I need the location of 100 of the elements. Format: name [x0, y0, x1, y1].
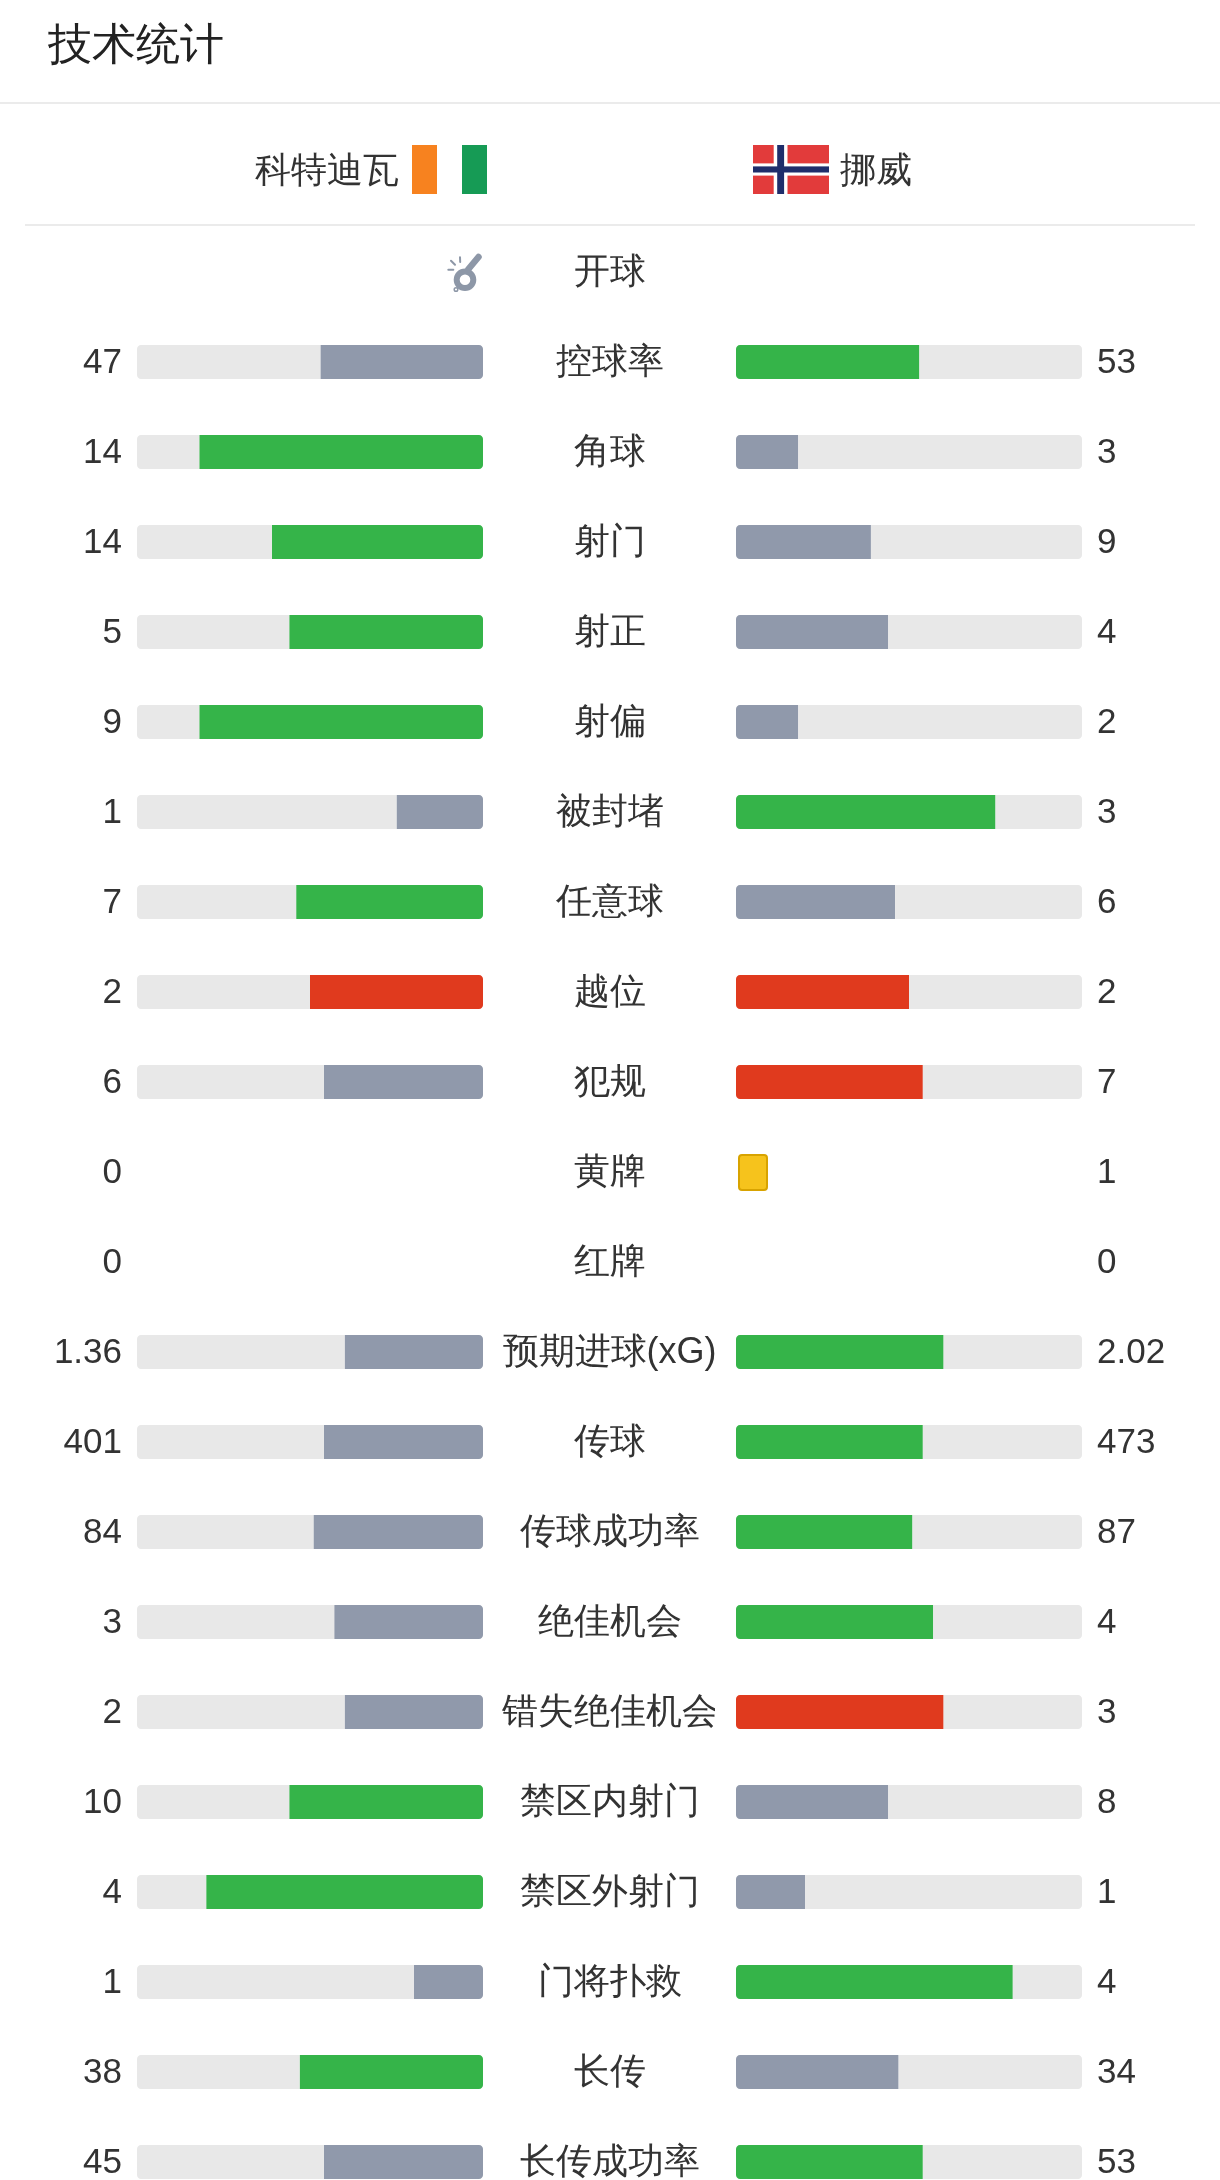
bar: [323, 1425, 483, 1459]
bar: [137, 435, 200, 469]
bar: [137, 1785, 290, 1819]
bar: [137, 615, 290, 649]
text: 4: [1097, 1601, 1117, 1640]
bar: [137, 1605, 335, 1639]
text: 45: [83, 2141, 122, 2180]
text: 14: [83, 431, 122, 470]
bar: [933, 1605, 1082, 1639]
text: 2: [1097, 971, 1117, 1010]
y-tick-label: 传球成功率: [519, 1510, 700, 1551]
y-tick-label: 传球: [573, 1420, 646, 1461]
text: 5: [102, 611, 122, 650]
text: 0: [1097, 1241, 1117, 1280]
text: 6: [1097, 881, 1117, 920]
text: 1: [102, 791, 122, 830]
text: 6: [102, 1061, 122, 1100]
text: 8: [1097, 1781, 1117, 1820]
y-tick-label: 越位: [573, 970, 646, 1011]
bar: [922, 2145, 1082, 2179]
bar: [736, 975, 909, 1009]
bar: [736, 435, 799, 469]
text: 7: [102, 881, 122, 920]
bar: [919, 345, 1082, 379]
text: 1: [1097, 1151, 1117, 1190]
bar: [296, 885, 483, 919]
y-tick-label: 开球: [573, 250, 646, 291]
text: 84: [83, 1511, 122, 1550]
y-tick-label: 红牌: [573, 1240, 646, 1281]
y-tick-label: 射偏: [573, 700, 646, 741]
bar: [736, 345, 920, 379]
bar: [137, 795, 397, 829]
text: 9: [1097, 521, 1117, 560]
bar: [1012, 1965, 1082, 1999]
text: 3: [1097, 1691, 1117, 1730]
bar: [320, 345, 483, 379]
y-tick-label: 角球: [573, 430, 646, 471]
bar: [310, 975, 483, 1009]
bar: [299, 2055, 483, 2089]
bar: [736, 1785, 889, 1819]
y-tick-label: 绝佳机会: [537, 1600, 682, 1641]
bar: [137, 2055, 300, 2089]
bar: [898, 2055, 1082, 2089]
bar: [334, 1605, 483, 1639]
bar: [798, 435, 1082, 469]
text: 3: [1097, 431, 1117, 470]
bar: [888, 1785, 1082, 1819]
text: 38: [83, 2051, 122, 2090]
text: 4: [1097, 1961, 1117, 2000]
y-tick-label: 长传成功率: [519, 2140, 700, 2180]
bar: [199, 705, 483, 739]
text: 401: [63, 1421, 122, 1460]
bar: [137, 1875, 207, 1909]
bar: [137, 2145, 324, 2179]
bar: [137, 1425, 324, 1459]
bar: [289, 1785, 483, 1819]
bar: [323, 2145, 483, 2179]
y-tick-label: 射正: [573, 610, 646, 651]
bar: [909, 975, 1082, 1009]
text: 1.36: [53, 1331, 122, 1370]
text: 科特迪瓦: [255, 147, 399, 192]
text: 2.02: [1097, 1331, 1166, 1370]
text: 87: [1097, 1511, 1136, 1550]
text: 14: [83, 521, 122, 560]
y-tick-label: 控球率: [555, 340, 664, 381]
text: 53: [1097, 2141, 1136, 2180]
bar: [736, 705, 799, 739]
text: 473: [1097, 1421, 1156, 1460]
bar: [206, 1875, 483, 1909]
y-tick-label: 禁区内射门: [519, 1780, 700, 1821]
text: 3: [102, 1601, 122, 1640]
bar: [922, 1065, 1082, 1099]
bar: [137, 525, 272, 559]
bar: [736, 2055, 899, 2089]
bar: [943, 1335, 1082, 1369]
text: 0: [102, 1151, 122, 1190]
bar: [736, 885, 896, 919]
bar: [736, 1965, 1013, 1999]
chart-title: 技术统计: [48, 19, 224, 69]
bar: [736, 1065, 923, 1099]
text: 2: [102, 1691, 122, 1730]
bar: [137, 705, 200, 739]
bar: [137, 975, 310, 1009]
bar: [199, 435, 483, 469]
bar: [313, 1515, 483, 1549]
bar: [736, 1425, 923, 1459]
bar: [137, 1065, 324, 1099]
bar: [736, 1515, 913, 1549]
bar: [137, 1515, 314, 1549]
y-tick-label: 被封堵: [555, 790, 664, 831]
text: 1: [1097, 1871, 1117, 1910]
text: 47: [83, 341, 122, 380]
bar: [344, 1335, 483, 1369]
bar: [736, 525, 871, 559]
bar: [137, 345, 321, 379]
text: 2: [1097, 701, 1117, 740]
bar: [736, 1875, 806, 1909]
bar: [736, 615, 889, 649]
text: 4: [1097, 611, 1117, 650]
y-tick-label: 射门: [573, 520, 646, 561]
